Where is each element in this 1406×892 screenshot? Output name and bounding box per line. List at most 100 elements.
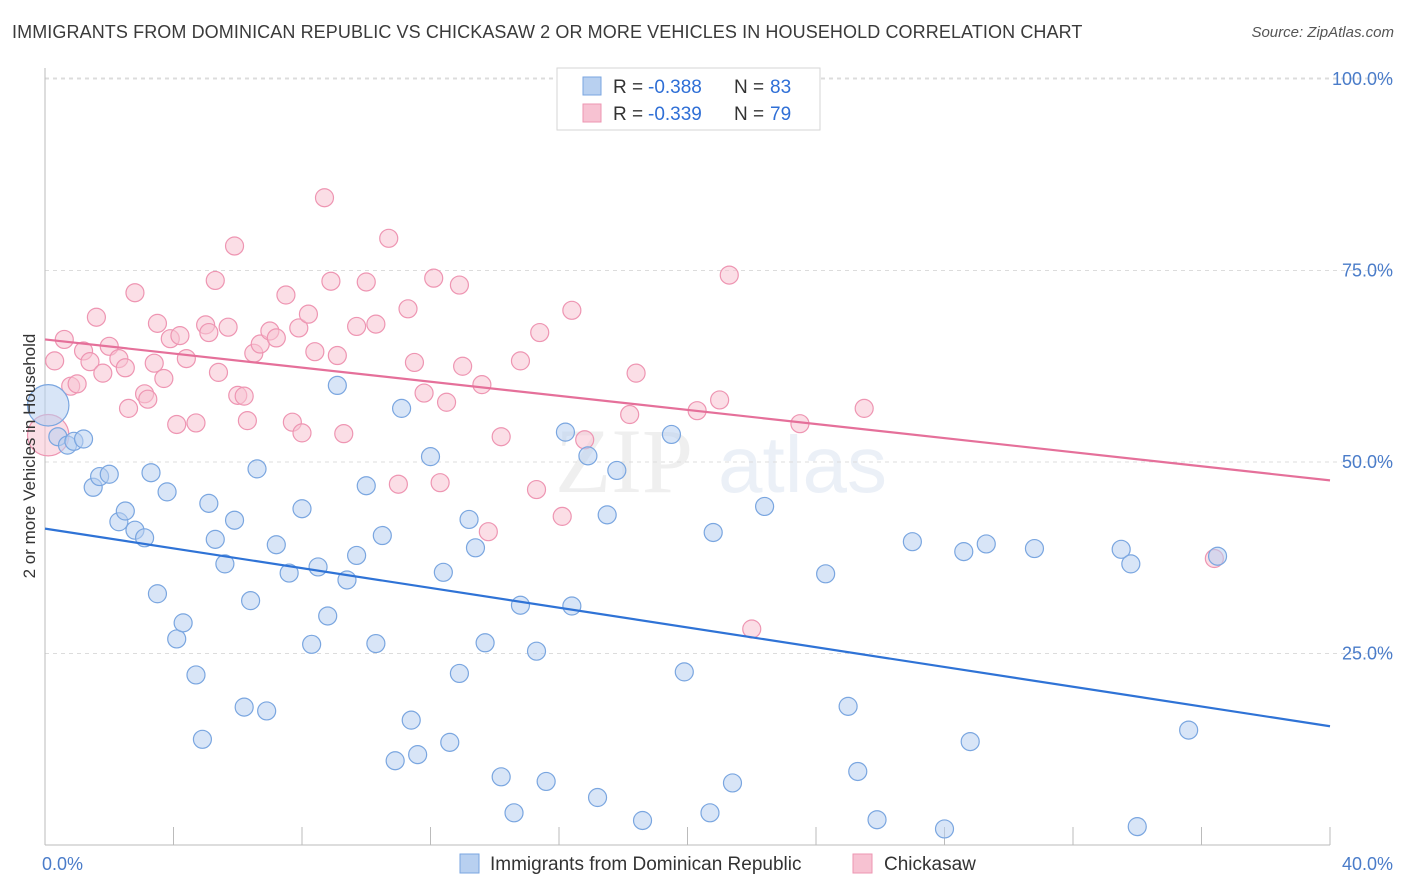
chickasaw-point — [118, 398, 139, 418]
dominican-point — [115, 501, 135, 521]
dominican-point — [401, 710, 421, 730]
dominican-point — [632, 810, 653, 831]
chickasaw-point — [125, 283, 145, 303]
legend-r-label-1: R = — [613, 77, 643, 98]
dominican-point — [99, 464, 119, 484]
chickasaw-trend-line — [44, 338, 1331, 482]
series-legend-label-blue: Immigrants from Dominican Republic — [490, 854, 802, 875]
chickasaw-point — [436, 392, 457, 412]
x-tick-label-min: 0.0% — [42, 854, 83, 874]
y-tick-label: 100.0% — [1332, 69, 1393, 89]
chickasaw-point — [199, 322, 219, 343]
dominican-point — [26, 384, 70, 427]
dominican-point — [1121, 554, 1141, 574]
dominican-point — [562, 596, 582, 616]
dominican-points — [26, 375, 1228, 839]
legend-n-value-1: 83 — [770, 77, 791, 98]
axes — [44, 68, 1331, 846]
dominican-point — [816, 564, 836, 584]
chickasaw-point — [314, 188, 335, 208]
dominican-point — [1111, 539, 1131, 559]
chickasaw-point — [388, 474, 408, 494]
chickasaw-point — [347, 316, 367, 337]
y-tick-label: 75.0% — [1342, 261, 1393, 281]
dominican-point — [510, 595, 531, 615]
chickasaw-point — [620, 404, 640, 425]
dominican-point — [459, 509, 479, 530]
dominican-point — [372, 525, 392, 546]
chickasaw-point — [491, 427, 511, 447]
chickasaw-point — [449, 275, 470, 295]
y-axis-label: 2 or more Vehicles in Household — [20, 334, 39, 579]
chickasaw-point — [398, 299, 418, 319]
dominican-point — [141, 463, 161, 483]
chickasaw-point — [54, 329, 74, 350]
legend-n-label-1: N = — [734, 77, 764, 98]
chickasaw-point — [562, 300, 582, 320]
chickasaw-point — [289, 318, 309, 338]
dominican-point — [420, 447, 441, 467]
chickasaw-point — [327, 345, 347, 366]
x-tick-labels: 0.0% 40.0% — [42, 854, 1393, 874]
chickasaw-point — [478, 522, 498, 542]
dominican-point — [318, 606, 338, 626]
dominican-point — [661, 424, 682, 445]
dominican-point — [674, 662, 694, 682]
dominican-point — [536, 771, 556, 792]
dominican-point — [465, 538, 486, 558]
chickasaw-point — [414, 383, 434, 403]
series-legend-swatch-blue — [459, 853, 480, 874]
chickasaw-point — [154, 368, 174, 389]
chickasaw-point — [430, 473, 450, 493]
chickasaw-point — [224, 236, 245, 256]
dominican-point — [347, 545, 367, 566]
chickasaw-point — [424, 268, 444, 288]
dominican-point — [199, 493, 219, 513]
dominican-point — [1179, 720, 1199, 740]
chickasaw-point — [321, 271, 341, 291]
dominican-point — [167, 629, 187, 649]
chickasaw-point — [526, 479, 547, 500]
chickasaw-point — [93, 363, 113, 383]
dominican-point — [722, 773, 743, 793]
gridlines — [45, 77, 1392, 654]
chickasaw-point — [45, 351, 65, 371]
chickasaw-point — [170, 326, 190, 346]
dominican-point — [308, 557, 328, 577]
dominican-point — [241, 591, 261, 611]
dominican-point — [587, 787, 608, 808]
chickasaw-point — [144, 353, 164, 373]
dominican-point — [1207, 546, 1228, 566]
dominican-point — [192, 729, 213, 749]
chickasaw-point — [276, 285, 296, 305]
chickasaw-point — [218, 317, 238, 337]
legend-r-value-2: -0.339 — [648, 104, 702, 125]
y-tick-label: 50.0% — [1342, 452, 1393, 472]
dominican-point — [173, 613, 193, 633]
dominican-point — [838, 696, 858, 716]
dominican-point — [147, 584, 168, 604]
series-legend: Immigrants from Dominican Republic Chick… — [459, 853, 976, 875]
chickasaw-point — [86, 307, 107, 327]
chickasaw-point — [530, 322, 550, 343]
chickasaw-point — [854, 398, 874, 418]
dominican-point — [954, 542, 974, 562]
chickasaw-point — [80, 352, 100, 372]
dominican-point — [976, 534, 996, 554]
chickasaw-point — [472, 375, 492, 395]
chickasaw-point — [366, 314, 386, 334]
dominican-point — [754, 496, 775, 517]
chickasaw-point — [552, 506, 572, 526]
dominican-point — [597, 505, 617, 525]
chickasaw-point — [176, 348, 196, 369]
chickasaw-point — [208, 362, 229, 382]
y-tick-labels: 25.0% 50.0% 75.0% 100.0% — [1332, 69, 1393, 664]
chickasaw-point — [510, 351, 531, 371]
chickasaw-point — [719, 265, 739, 285]
chickasaw-point — [115, 358, 135, 378]
dominican-point — [279, 563, 299, 583]
chickasaw-point — [292, 423, 312, 443]
chart-title: IMMIGRANTS FROM DOMINICAN REPUBLIC VS CH… — [12, 22, 1083, 42]
dominican-point — [902, 532, 922, 552]
